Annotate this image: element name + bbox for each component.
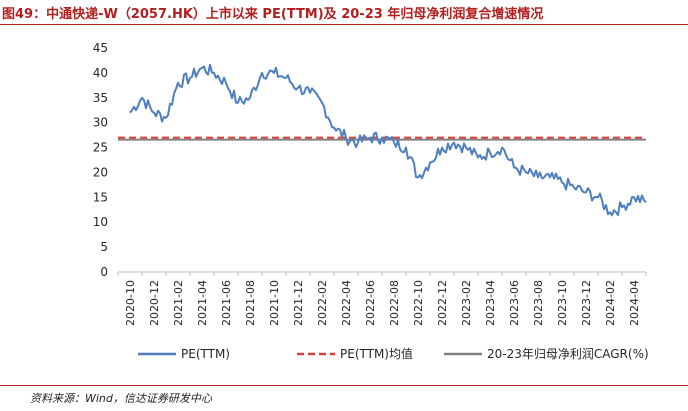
y-tick-label: 15 — [93, 190, 108, 204]
legend-label: PE(TTM) — [181, 347, 230, 361]
x-tick-label: 2023-12 — [580, 280, 593, 326]
y-tick-label: 35 — [93, 91, 108, 105]
source-note: 资料来源：Wind，信达证券研发中心 — [30, 392, 212, 405]
x-axis: 2020-10 2020-12 2021-02 2021-04 2021-06 2021-… — [117, 271, 647, 326]
x-tick-label: 2022-10 — [412, 280, 425, 326]
x-tick-label: 2024-02 — [604, 280, 617, 326]
footer-divider — [0, 385, 688, 386]
series-layer — [118, 63, 647, 217]
x-tick-label: 2022-08 — [388, 280, 401, 326]
y-tick-label: 25 — [93, 141, 108, 155]
y-tick-label: 5 — [100, 240, 108, 254]
y-tick-label: 0 — [100, 265, 108, 279]
x-tick-label: 2021-06 — [220, 280, 233, 326]
y-tick-label: 20 — [93, 165, 108, 179]
y-tick-label: 40 — [93, 66, 108, 80]
x-tick-label: 2023-02 — [460, 280, 473, 326]
x-tick-label: 2023-06 — [508, 280, 521, 326]
pe-chart: 0 5 10 15 20 25 30 35 40 45 2020-10 2020-12 2021-02… — [93, 41, 649, 361]
x-tick-label: 2021-08 — [244, 280, 257, 326]
x-tick-label: 2021-12 — [292, 280, 305, 326]
x-tick-label: 2022-04 — [340, 280, 353, 326]
x-tick-label: 2021-04 — [196, 280, 209, 326]
x-tick-label: 2023-04 — [484, 280, 497, 326]
x-tick-label: 2021-10 — [268, 280, 281, 326]
x-tick-label: 2022-12 — [436, 280, 449, 326]
y-tick-label: 45 — [93, 41, 108, 55]
legend-label: 20-23年归母净利润CAGR(%) — [487, 347, 649, 361]
y-axis: 0 5 10 15 20 25 30 35 40 45 — [93, 41, 108, 279]
x-tick-label: 2022-02 — [316, 280, 329, 326]
x-tick-label: 2023-08 — [532, 280, 545, 326]
legend: PE(TTM) PE(TTM)均值 20-23年归母净利润CAGR(%) — [138, 346, 649, 361]
y-tick-label: 30 — [93, 116, 108, 130]
x-tick-label: 2021-02 — [172, 280, 185, 326]
x-tick-label: 2024-04 — [628, 280, 641, 326]
legend-label: PE(TTM)均值 — [340, 346, 413, 361]
x-tick-label: 2022-06 — [364, 280, 377, 326]
y-tick-label: 10 — [93, 215, 108, 229]
x-tick-label: 2020-12 — [148, 280, 161, 326]
title-bar: 图49：中通快递-W（2057.HK）上市以来 PE(TTM)及 20-23 年… — [0, 0, 688, 25]
figure-title: 图49：中通快递-W（2057.HK）上市以来 PE(TTM)及 20-23 年… — [2, 7, 544, 22]
x-tick-label: 2020-10 — [124, 280, 137, 326]
x-tick-label: 2023-10 — [556, 280, 569, 326]
pe-ttm-line — [129, 63, 647, 217]
